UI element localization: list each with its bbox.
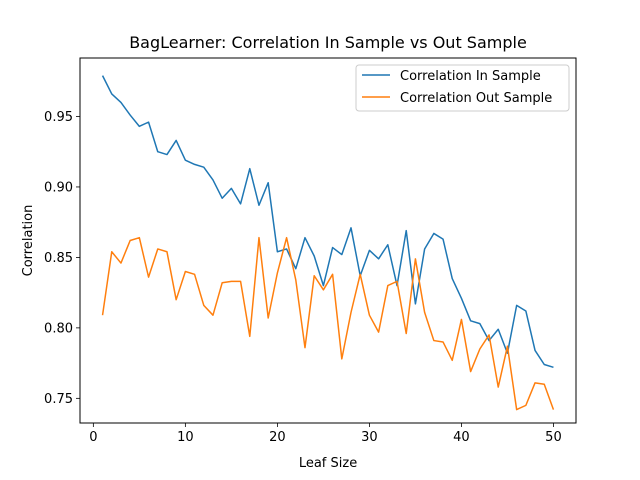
axes-frame	[79, 57, 577, 424]
series-line-0	[101, 75, 554, 369]
x-tick-label: 20	[269, 430, 286, 445]
x-tick-label: 40	[453, 430, 470, 445]
legend-box	[355, 64, 570, 112]
y-tick-label: 0.95	[44, 110, 73, 125]
legend: Correlation In Sample Correlation Out Sa…	[355, 64, 570, 112]
x-tick-label: 30	[361, 430, 378, 445]
y-axis: 0.75 0.80 0.85 0.90 0.95	[44, 110, 80, 407]
legend-label-in-sample: Correlation In Sample	[400, 69, 541, 84]
y-tick-label: 0.75	[44, 392, 73, 407]
x-tick-label: 0	[89, 430, 97, 445]
y-tick-label: 0.90	[44, 180, 73, 195]
series-line-1	[101, 236, 555, 411]
y-tick-label: 0.85	[44, 251, 73, 266]
y-tick-label: 0.80	[44, 321, 73, 336]
y-axis-label: Correlation	[21, 205, 36, 277]
chart-title: BagLearner: Correlation In Sample vs Out…	[129, 33, 527, 52]
x-axis-label: Leaf Size	[299, 456, 357, 471]
x-tick-label: 50	[545, 430, 562, 445]
x-axis: 0 10 20 30 40 50	[89, 423, 562, 445]
legend-label-out-sample: Correlation Out Sample	[400, 91, 552, 106]
x-tick-label: 10	[177, 430, 194, 445]
plot-area	[101, 75, 555, 411]
